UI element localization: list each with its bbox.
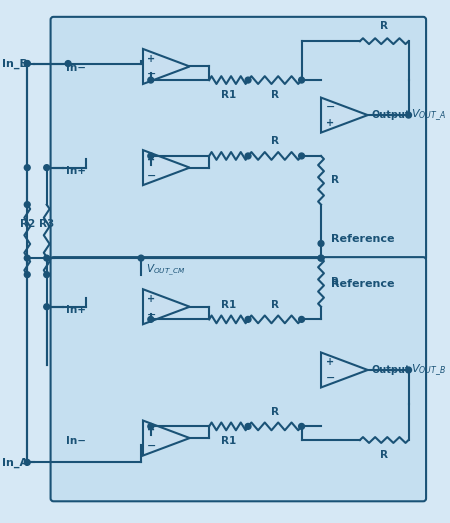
Circle shape bbox=[24, 255, 30, 261]
Text: In+: In+ bbox=[66, 305, 86, 315]
Circle shape bbox=[24, 165, 30, 170]
Text: Reference: Reference bbox=[331, 279, 394, 289]
Text: −: − bbox=[147, 441, 156, 451]
Text: $V_{OUT\_A}$: $V_{OUT\_A}$ bbox=[410, 107, 446, 123]
Text: +: + bbox=[326, 118, 334, 128]
Text: Output: Output bbox=[372, 110, 410, 120]
FancyBboxPatch shape bbox=[50, 257, 426, 501]
Circle shape bbox=[24, 272, 30, 278]
Text: R: R bbox=[271, 90, 279, 100]
Circle shape bbox=[299, 77, 305, 83]
Text: In_B: In_B bbox=[2, 59, 28, 69]
Circle shape bbox=[148, 424, 154, 429]
Polygon shape bbox=[321, 98, 368, 133]
Text: In_A: In_A bbox=[2, 457, 28, 468]
Polygon shape bbox=[143, 289, 190, 324]
Circle shape bbox=[44, 272, 50, 278]
Polygon shape bbox=[143, 49, 190, 84]
Polygon shape bbox=[321, 353, 368, 388]
Polygon shape bbox=[143, 150, 190, 185]
Text: R: R bbox=[380, 450, 388, 460]
Text: R: R bbox=[271, 136, 279, 146]
Circle shape bbox=[44, 255, 50, 261]
Text: R: R bbox=[271, 407, 279, 417]
Circle shape bbox=[299, 424, 305, 429]
Circle shape bbox=[65, 61, 71, 66]
Text: $V_{OUT\_B}$: $V_{OUT\_B}$ bbox=[410, 362, 446, 378]
Text: Output: Output bbox=[372, 365, 410, 375]
Circle shape bbox=[245, 424, 251, 429]
Circle shape bbox=[24, 61, 30, 66]
Text: −: − bbox=[326, 103, 335, 112]
Text: +: + bbox=[147, 54, 155, 64]
Circle shape bbox=[245, 77, 251, 83]
Text: Reference: Reference bbox=[331, 234, 394, 244]
FancyBboxPatch shape bbox=[50, 17, 426, 261]
Circle shape bbox=[318, 255, 324, 261]
Text: +: + bbox=[147, 425, 155, 435]
Text: +: + bbox=[326, 357, 334, 367]
Circle shape bbox=[318, 255, 324, 261]
Circle shape bbox=[318, 241, 324, 246]
Text: R: R bbox=[331, 277, 339, 288]
Text: R2: R2 bbox=[20, 219, 35, 229]
Circle shape bbox=[148, 153, 154, 159]
Circle shape bbox=[405, 367, 411, 373]
Circle shape bbox=[405, 112, 411, 118]
Circle shape bbox=[138, 255, 144, 261]
Circle shape bbox=[44, 165, 50, 170]
Text: $V_{OUT\_CM}$: $V_{OUT\_CM}$ bbox=[146, 263, 185, 278]
Circle shape bbox=[299, 316, 305, 322]
Text: R: R bbox=[331, 175, 339, 185]
Text: R1: R1 bbox=[221, 90, 236, 100]
Text: +: + bbox=[147, 294, 155, 304]
Circle shape bbox=[24, 202, 30, 208]
Text: −: − bbox=[147, 170, 156, 180]
Text: R1: R1 bbox=[221, 300, 236, 310]
Text: In−: In− bbox=[66, 436, 86, 446]
Text: R: R bbox=[271, 300, 279, 310]
Circle shape bbox=[44, 304, 50, 310]
Circle shape bbox=[24, 61, 30, 66]
Text: R3: R3 bbox=[39, 219, 54, 229]
Text: −: − bbox=[326, 373, 335, 383]
Circle shape bbox=[245, 153, 251, 159]
Text: −: − bbox=[147, 69, 156, 79]
Text: In−: In− bbox=[66, 63, 86, 73]
Circle shape bbox=[148, 77, 154, 83]
Circle shape bbox=[245, 316, 251, 322]
Circle shape bbox=[148, 316, 154, 322]
Text: R1: R1 bbox=[221, 436, 236, 446]
Text: +: + bbox=[147, 155, 155, 165]
Text: R: R bbox=[380, 21, 388, 31]
Text: In+: In+ bbox=[66, 166, 86, 176]
Polygon shape bbox=[143, 420, 190, 456]
Text: −: − bbox=[147, 310, 156, 320]
Circle shape bbox=[299, 153, 305, 159]
Circle shape bbox=[24, 460, 30, 465]
